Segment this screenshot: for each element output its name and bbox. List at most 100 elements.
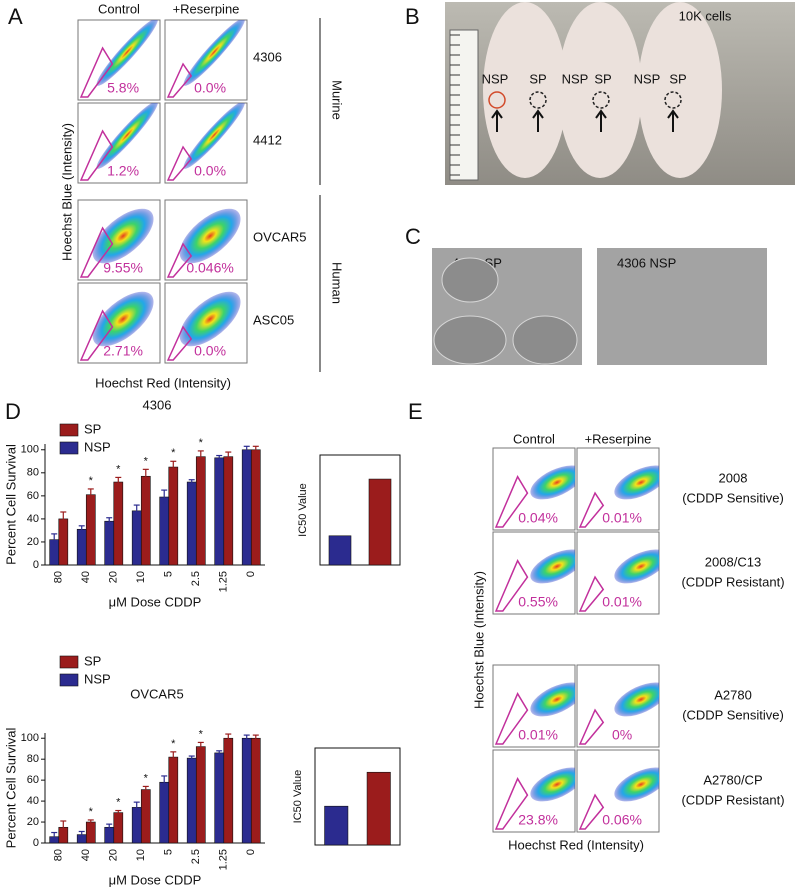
significance: * [116, 796, 121, 808]
panel-label: B [405, 4, 420, 29]
density [530, 549, 575, 584]
axis-label: Hoechst Blue (Intensity) [471, 571, 486, 709]
bar [250, 737, 261, 844]
flow-density [614, 549, 659, 584]
arrow-head [595, 109, 607, 119]
gate-percent: 0.0% [194, 80, 226, 96]
sample-label: A2780 [714, 687, 752, 702]
flow-plot: 0.0% [164, 282, 248, 364]
mouse [558, 2, 642, 178]
y-axis-label: Percent Cell Survival [3, 444, 18, 565]
plot-frame [319, 454, 401, 566]
bar [131, 807, 142, 844]
y-tick-label: 80 [27, 753, 39, 765]
gate-percent: 0.04% [518, 510, 558, 526]
flow-plot: 0.0% [164, 102, 248, 184]
x-tick-label: 40 [80, 571, 92, 583]
density [614, 465, 659, 500]
flow-density [96, 20, 158, 86]
flow-plot: 0.01% [576, 447, 660, 531]
density [179, 208, 241, 264]
gate-percent: 5.8% [107, 80, 139, 96]
sample-note: (CDDP Resistant) [681, 792, 784, 807]
gate-percent: 23.8% [518, 812, 558, 828]
panel-label: A [8, 4, 23, 29]
bar [85, 494, 96, 566]
micrograph-label: 4306 NSP [617, 255, 676, 270]
bar [168, 466, 179, 566]
bar [366, 771, 391, 846]
panel-label: C [405, 224, 421, 249]
flow-density [183, 20, 245, 86]
y-tick-label: 0 [33, 837, 39, 849]
plot-frame [314, 747, 401, 846]
legend-label: NSP [84, 671, 111, 686]
bar [223, 737, 234, 844]
group-label: Human [330, 262, 345, 304]
x-tick-label: 10 [135, 571, 147, 583]
gate-percent: 0.01% [602, 510, 642, 526]
legend-swatch [59, 673, 79, 687]
column-header: +Reserpine [585, 431, 652, 446]
colony [433, 315, 507, 365]
flow-plot: 0.0% [164, 19, 248, 101]
gate-percent: 0.0% [194, 343, 226, 359]
y-tick-label: 100 [21, 732, 39, 744]
y-tick-label: 40 [27, 513, 39, 525]
flow-plot: 2.71% [77, 282, 161, 364]
density [96, 103, 158, 169]
flow-density [614, 465, 659, 500]
y-tick-label: 20 [27, 536, 39, 548]
chart-title: 4306 [143, 397, 172, 412]
axis-label: Hoechst Red (Intensity) [95, 375, 231, 390]
sample-label: ASC05 [253, 312, 294, 327]
axis-label: Hoechst Blue (Intensity) [59, 123, 74, 261]
bar [140, 789, 151, 844]
bar [113, 812, 124, 844]
gate-percent: 0.0% [194, 163, 226, 179]
photo-label: NSP [482, 71, 509, 86]
bar [85, 821, 96, 844]
gate [79, 46, 114, 98]
gate [578, 491, 605, 528]
x-tick-label: 20 [108, 849, 120, 861]
significance: * [144, 772, 149, 784]
bar [214, 457, 225, 566]
group-label: Murine [330, 80, 345, 120]
flow-density [179, 291, 241, 347]
chart-title: OVCAR5 [130, 686, 183, 701]
flow-density [614, 682, 659, 717]
photo-label: NSP [562, 71, 589, 86]
bar [168, 756, 179, 844]
gate [578, 575, 605, 612]
flow-plot: 0.046% [164, 199, 248, 281]
y-tick-label: 60 [27, 490, 39, 502]
sample-note: (CDDP Resistant) [681, 574, 784, 589]
flow-density [183, 103, 245, 169]
bar [195, 456, 206, 566]
y-tick-label: 0 [33, 559, 39, 571]
flow-plot: 0.55% [492, 531, 576, 615]
sample-label: 2008/C13 [705, 554, 761, 569]
flow-density [614, 767, 659, 802]
flow-density [530, 465, 575, 500]
gate-percent: 2.71% [103, 343, 143, 359]
y-tick-label: 100 [21, 444, 39, 456]
colony [441, 257, 499, 303]
x-tick-label: 5 [163, 571, 175, 577]
legend-swatch [59, 423, 79, 437]
panel-label: E [408, 399, 423, 424]
legend-swatch [59, 655, 79, 669]
flow-density [530, 682, 575, 717]
bar [186, 757, 197, 844]
significance: * [89, 475, 94, 487]
legend-swatch [59, 441, 79, 455]
density [530, 465, 575, 500]
arrow-head [532, 109, 544, 119]
sample-label: 4412 [253, 132, 282, 147]
bar [186, 481, 197, 566]
flow-plot: 0.04% [492, 447, 576, 531]
bar [195, 746, 206, 844]
gate-percent: 0.06% [602, 812, 642, 828]
gate [166, 325, 193, 361]
